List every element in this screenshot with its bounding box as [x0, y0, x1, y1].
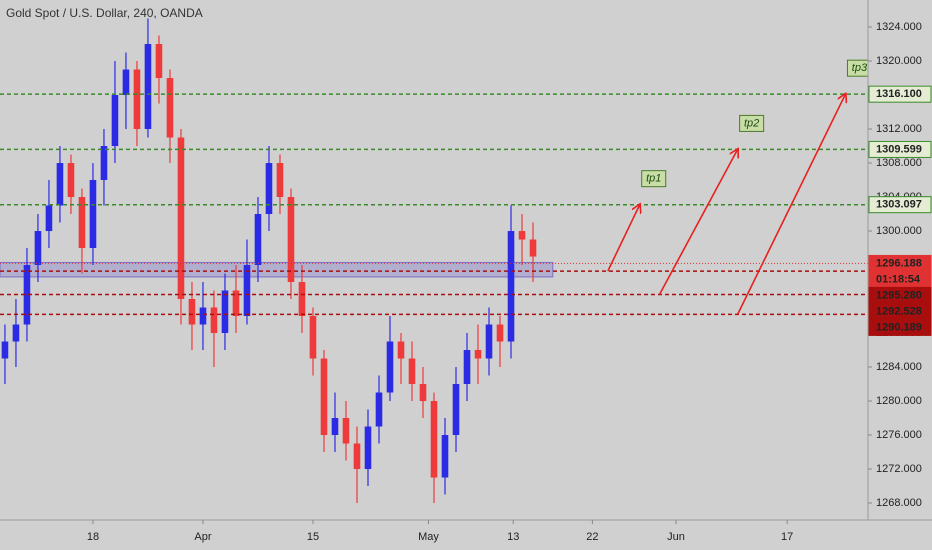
x-tick-label: 18 [87, 531, 99, 543]
candle-body [276, 163, 284, 198]
level-tag-label: 1316.100 [876, 88, 922, 100]
candle-body [474, 350, 482, 359]
candle-body [430, 401, 438, 478]
candle-body [452, 384, 460, 436]
y-tick-label: 1308.000 [876, 157, 922, 169]
target-box [739, 114, 765, 132]
target-label: tp2 [744, 117, 759, 129]
y-tick-label: 1320.000 [876, 55, 922, 67]
y-tick-label: 1284.000 [876, 361, 922, 373]
candle-body [243, 265, 251, 317]
candle-body [45, 205, 53, 232]
target-label: tp1 [646, 173, 661, 185]
candle-body [485, 324, 493, 359]
chart-title: Gold Spot / U.S. Dollar, 240, OANDA [6, 6, 203, 20]
x-tick-label: Jun [667, 531, 685, 543]
candle-body [408, 358, 416, 385]
y-tick-label: 1276.000 [876, 429, 922, 441]
level-tag-label: 1290.189 [876, 321, 922, 333]
y-tick-label: 1324.000 [876, 21, 922, 33]
candle-body [67, 163, 75, 198]
level-tag-label: 1296.188 [876, 257, 922, 269]
candle-body [34, 231, 42, 266]
y-tick-label: 1312.000 [876, 123, 922, 135]
candle-body [353, 443, 361, 470]
target-arrow [736, 94, 846, 315]
level-tag [868, 318, 932, 336]
x-tick-label: 22 [586, 531, 598, 543]
level-tag-label: 1292.528 [876, 305, 922, 317]
candle-body [441, 435, 449, 478]
target-arrow [658, 149, 738, 295]
candle-body [309, 316, 317, 359]
candle-body [122, 69, 130, 96]
candle-body [265, 163, 273, 215]
x-tick-label: Apr [194, 531, 211, 543]
candle-body [320, 358, 328, 436]
y-tick-label: 1300.000 [876, 225, 922, 237]
candle-body [199, 307, 207, 325]
candle-body [89, 180, 97, 249]
target-box [641, 170, 667, 188]
y-tick-label: 1272.000 [876, 463, 922, 475]
candle-body [386, 341, 394, 393]
candle-body [100, 146, 108, 181]
candle-body [529, 239, 537, 257]
candle-body [518, 231, 526, 240]
candle-body [375, 392, 383, 427]
target-box [846, 59, 868, 77]
candle-body [496, 324, 504, 342]
target-arrow [607, 205, 640, 272]
x-tick-label: May [418, 531, 439, 543]
candle-body [364, 426, 372, 470]
candle-body [144, 44, 152, 130]
y-tick-label: 1268.000 [876, 497, 922, 509]
candle-body [331, 418, 339, 436]
candle-body [155, 44, 163, 79]
candle-body [210, 307, 218, 334]
axes: 1268.000 1272.000 1276.000 1280.000 1284.000… [87, 21, 932, 543]
candle-body [133, 69, 141, 130]
candle-body [166, 78, 174, 138]
plot-area: tp1 tp2 tp3 [0, 18, 868, 504]
level-tag [868, 140, 932, 158]
candle-body [232, 290, 240, 317]
candle-body [188, 299, 196, 325]
candle-body [463, 350, 471, 385]
x-tick-label: 13 [507, 531, 519, 543]
x-tick-label: 17 [781, 531, 793, 543]
candle-body [254, 214, 262, 266]
target-label: tp3 [852, 62, 868, 74]
level-tag-label: 01:18:54 [876, 273, 921, 285]
candle-body [419, 384, 427, 402]
y-tick-label: 1280.000 [876, 395, 922, 407]
level-tag [868, 196, 932, 214]
level-tag [868, 85, 932, 103]
candle-body [56, 163, 64, 206]
level-tag-label: 1295.280 [876, 289, 922, 301]
candle-body [12, 324, 20, 342]
candle-body [507, 231, 515, 342]
candle-body [78, 197, 86, 249]
candle-body [111, 95, 119, 147]
candle-body [397, 341, 405, 359]
candle-body [221, 290, 229, 334]
candle-body [177, 137, 185, 300]
level-tag-label: 1303.097 [876, 199, 922, 211]
candle-body [287, 197, 295, 283]
candle-body [298, 282, 306, 317]
candle-body [23, 265, 31, 325]
candle-body [1, 341, 9, 359]
x-tick-label: 15 [307, 531, 319, 543]
zone [0, 261, 554, 278]
candle-body [342, 418, 350, 444]
level-tag-label: 1309.599 [876, 143, 922, 155]
